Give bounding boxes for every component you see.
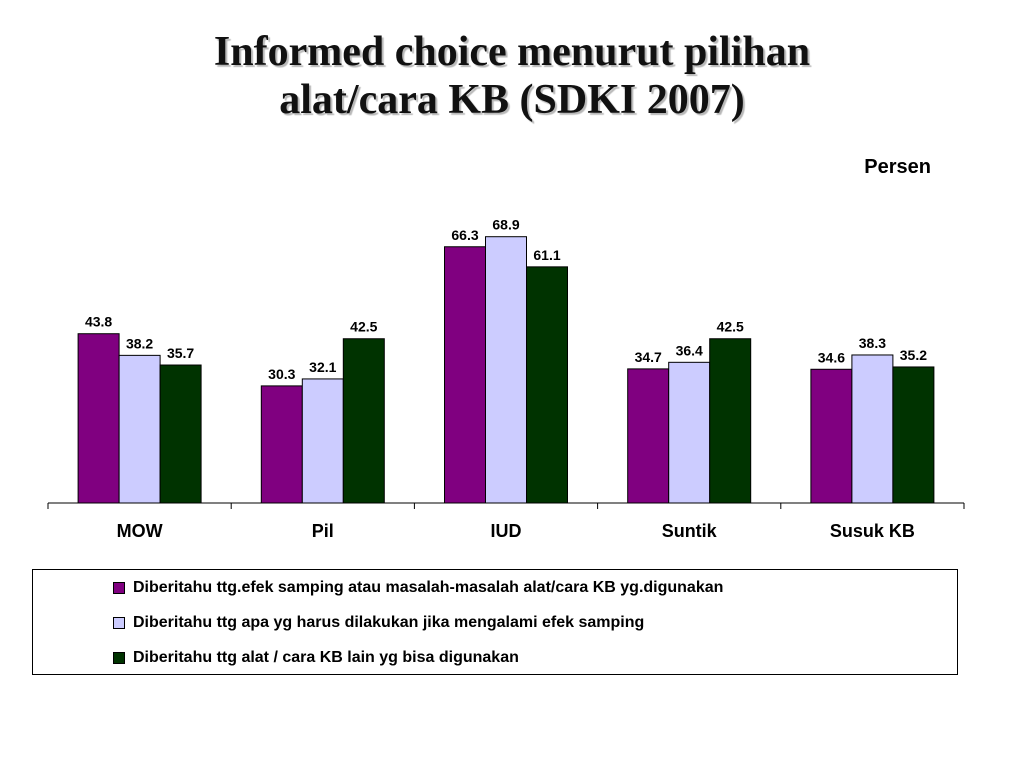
data-label: 30.3 [268, 366, 295, 382]
bar [810, 368, 853, 504]
y-unit-label: Persen [864, 156, 931, 178]
bar [526, 266, 568, 504]
x-tick-label: MOW [117, 521, 163, 541]
chart-title-line-1: Informed choice menurut pilihan [213, 29, 811, 75]
bar [301, 378, 344, 504]
legend-label: Diberitahu ttg apa yg harus dilakukan ji… [133, 614, 645, 631]
legend-item: Diberitahu ttg.efek samping atau masalah… [113, 578, 723, 598]
bar [444, 246, 486, 504]
bar [118, 354, 161, 504]
data-label: 32.1 [309, 359, 336, 375]
bar [627, 368, 670, 504]
legend-swatch [113, 652, 125, 664]
x-tick-label: Pil [312, 521, 334, 541]
data-label: 35.7 [167, 345, 194, 361]
legend-item: Diberitahu ttg alat / cara KB lain yg bi… [113, 648, 519, 668]
bar [668, 361, 711, 504]
bar-chart: 43.8 38.2 35.7 MOW 30.3 32.1 42.5 Pil 66.3 68.9 61… [47, 217, 965, 541]
x-tick-label: Suntik [662, 521, 718, 541]
bar [77, 333, 120, 504]
legend-label: Diberitahu ttg.efek samping atau masalah… [133, 579, 724, 596]
data-label: 42.5 [717, 319, 744, 335]
bar [159, 364, 202, 504]
chart-legend: Diberitahu ttg.efek samping atau masalah… [32, 569, 958, 675]
data-label: 34.7 [635, 349, 662, 365]
chart-title: Informed choice menurut pilihan alat/car… [0, 28, 1024, 124]
data-label: 43.8 [85, 314, 112, 330]
bar [485, 236, 527, 504]
bar [851, 354, 894, 504]
data-label: 35.2 [900, 347, 927, 363]
data-label: 38.2 [126, 335, 153, 351]
bar [892, 366, 935, 504]
legend-label: Diberitahu ttg alat / cara KB lain yg bi… [133, 649, 519, 666]
data-label: 34.6 [818, 349, 845, 365]
bar [342, 338, 385, 504]
data-label: 38.3 [859, 335, 886, 351]
x-tick-label: IUD [491, 521, 522, 541]
x-tick-label: Susuk KB [830, 521, 915, 541]
data-label: 66.3 [451, 227, 478, 243]
data-label: 36.4 [676, 342, 703, 358]
data-label: 68.9 [492, 217, 519, 233]
chart-title-line-2: alat/cara KB (SDKI 2007) [279, 77, 745, 123]
legend-swatch [113, 617, 125, 629]
legend-swatch [113, 582, 125, 594]
legend-item: Diberitahu ttg apa yg harus dilakukan ji… [113, 613, 644, 633]
data-label: 61.1 [533, 247, 560, 263]
data-label: 42.5 [350, 319, 377, 335]
bar [709, 338, 752, 504]
bar [260, 385, 303, 504]
